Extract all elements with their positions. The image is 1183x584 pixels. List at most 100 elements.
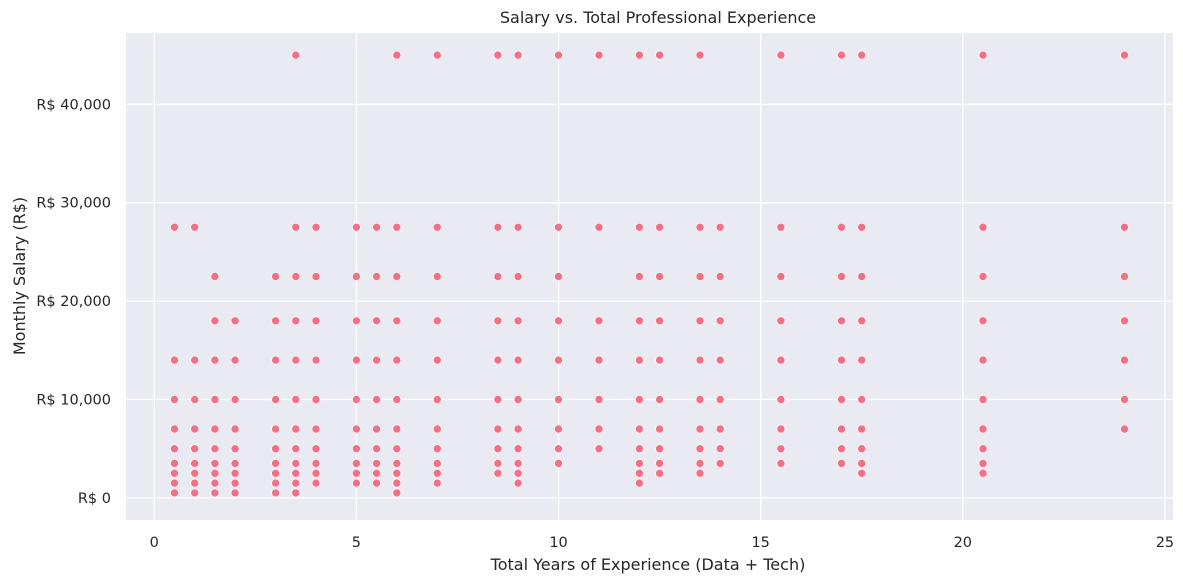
data-point — [594, 395, 604, 404]
data-point — [271, 272, 280, 281]
data-point — [170, 395, 179, 404]
data-point — [190, 424, 199, 434]
data-point — [715, 316, 725, 326]
y-tick-label: R$ 0 — [78, 491, 111, 507]
x-tick-label: 0 — [150, 535, 159, 551]
data-point — [210, 488, 220, 498]
data-point — [271, 424, 280, 434]
data-point — [352, 223, 361, 232]
data-point — [837, 272, 846, 281]
data-point — [392, 468, 402, 478]
data-point — [857, 444, 867, 454]
data-point — [776, 316, 786, 326]
y-tick-label: R$ 30,000 — [36, 196, 111, 212]
data-point — [554, 316, 563, 326]
data-point — [978, 424, 988, 434]
data-point — [554, 272, 563, 281]
data-points — [170, 50, 1129, 498]
data-point — [352, 478, 361, 488]
data-point — [190, 395, 199, 404]
data-point — [352, 424, 361, 434]
data-point — [291, 316, 301, 326]
data-point — [978, 468, 988, 478]
data-point — [230, 355, 240, 365]
data-point — [311, 444, 321, 454]
plot-area — [126, 33, 1173, 520]
data-point — [857, 316, 867, 326]
data-point — [170, 468, 179, 478]
data-point — [837, 316, 846, 326]
x-tick-label: 25 — [1156, 535, 1174, 551]
data-point — [170, 459, 179, 468]
data-point — [311, 424, 321, 434]
y-axis-label: Monthly Salary (R$) — [10, 197, 29, 355]
data-point — [695, 316, 705, 326]
data-point — [655, 355, 664, 365]
data-point — [170, 223, 179, 232]
data-point — [493, 355, 503, 365]
data-point — [432, 316, 442, 326]
data-point — [311, 355, 321, 365]
data-point — [291, 444, 301, 454]
data-point — [635, 395, 644, 404]
data-point — [513, 355, 523, 365]
data-point — [271, 355, 280, 365]
data-point — [655, 444, 664, 454]
data-point — [978, 355, 988, 365]
data-point — [635, 355, 644, 365]
data-point — [432, 50, 442, 60]
data-point — [392, 444, 402, 454]
data-point — [372, 478, 381, 488]
data-point — [978, 444, 988, 454]
data-point — [271, 468, 280, 478]
data-point — [352, 355, 361, 365]
data-point — [493, 468, 503, 478]
data-point — [776, 424, 786, 434]
data-point — [776, 395, 786, 404]
data-point — [635, 424, 644, 434]
data-point — [230, 395, 240, 404]
chart-title: Salary vs. Total Professional Experience — [500, 8, 816, 27]
data-point — [352, 468, 361, 478]
data-point — [695, 459, 705, 468]
data-point — [493, 424, 503, 434]
data-point — [655, 459, 664, 468]
data-point — [554, 355, 563, 365]
data-point — [1120, 395, 1129, 404]
data-point — [493, 50, 503, 60]
data-point — [493, 459, 503, 468]
data-point — [311, 223, 321, 232]
data-point — [392, 488, 402, 498]
data-point — [392, 459, 402, 468]
data-point — [311, 395, 321, 404]
data-point — [715, 223, 725, 232]
data-point — [1120, 355, 1129, 365]
y-tick-label: R$ 40,000 — [36, 97, 111, 113]
data-point — [210, 444, 220, 454]
data-point — [392, 355, 402, 365]
data-point — [695, 444, 705, 454]
grid-lines — [126, 33, 1173, 520]
data-point — [271, 316, 280, 326]
data-point — [655, 468, 664, 478]
data-point — [513, 272, 523, 281]
data-point — [372, 223, 381, 232]
x-tick-label: 20 — [954, 535, 972, 551]
data-point — [594, 223, 604, 232]
data-point — [513, 50, 523, 60]
data-point — [392, 424, 402, 434]
data-point — [291, 50, 301, 60]
data-point — [190, 459, 199, 468]
data-point — [291, 223, 301, 232]
x-tick-label: 10 — [549, 535, 567, 551]
data-point — [635, 50, 644, 60]
x-tick-labels: 0 5 10 15 20 25 — [150, 535, 1174, 551]
data-point — [594, 50, 604, 60]
data-point — [715, 272, 725, 281]
data-point — [210, 478, 220, 488]
data-point — [432, 459, 442, 468]
data-point — [513, 316, 523, 326]
data-point — [352, 395, 361, 404]
data-point — [432, 355, 442, 365]
data-point — [230, 444, 240, 454]
